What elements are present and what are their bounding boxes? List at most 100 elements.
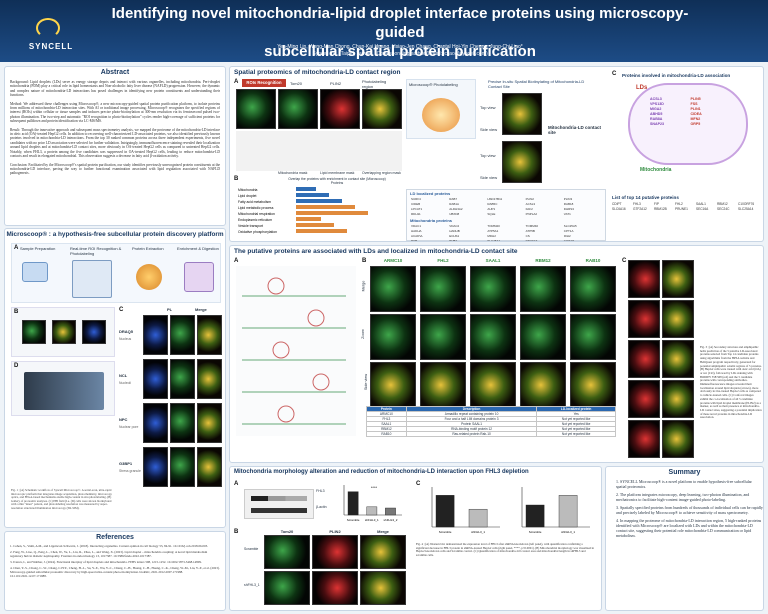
affiliation: Syncell Inc., Taipei, Taiwan. *Correspon… — [312, 51, 488, 57]
ld-bubble-label: LDs — [636, 85, 648, 91]
gallery-side-label: Stress granule — [119, 469, 141, 473]
roi-col-photolabel: Photolabeling region — [362, 79, 387, 89]
photolabel-title: Microscoop® Photolabeling — [409, 82, 458, 87]
mito-col-label: Merge — [377, 529, 389, 534]
go-term-bar — [296, 211, 368, 215]
protein-name: RBM12B — [654, 207, 667, 211]
gallery-side-label: Nuclear pore — [119, 425, 139, 429]
precise-diagram: Precise In-situ Spatial Biotinylating of… — [480, 79, 606, 187]
protein-name: RAB1A — [449, 202, 460, 206]
bar-category-label: shFHL3_1 — [561, 530, 575, 534]
view-top-2: Top view — [480, 153, 496, 158]
protein-name: AUP1 — [487, 207, 496, 211]
summary-item-2: 2. The platform integrates microscopy, d… — [616, 492, 750, 502]
protein-name: FSS — [690, 102, 698, 106]
protein-name: PLIN2 — [525, 197, 534, 201]
step-protein-extraction: Protein Extraction — [132, 246, 164, 251]
author-list: Yen-Ming Lin, Weng-Man Chong, Chun-Kai H… — [277, 44, 523, 50]
panel-c-gallery: C PL Merge DRAQ5 Nucleus NCL Nucleoli NPC Nuc… — [119, 307, 223, 507]
protein-name: RDH11 — [411, 212, 421, 216]
reference-2: 2. Fang, W., Liao, Q., Peng, L., Chen, W… — [10, 550, 208, 558]
ld-protein-grid: SURF4 RAB7 HSD17B11 PLIN2 PLIN3 CIDEB RAB1A RAB… — [411, 197, 601, 216]
sample-image-2 — [52, 320, 76, 344]
row-label: Side view — [364, 373, 369, 391]
step-roi-recognition: Real-time ROI Recognition & Photolabelin… — [70, 246, 122, 256]
mito-image — [360, 571, 406, 605]
gallery-image — [197, 315, 222, 355]
protein-name: SNAP23 — [650, 122, 664, 126]
protein-name: PLIN3 — [563, 197, 573, 201]
protein-name: MIGA2 — [650, 107, 662, 111]
mito-image — [312, 571, 358, 605]
merge-image — [628, 380, 660, 418]
bar-category-label: shFHL3_1 — [365, 518, 379, 522]
go-term-bar — [296, 193, 329, 197]
protein-name: PNPLA2 — [525, 212, 538, 216]
fig3-caption: Fig. 3 | (A) Secondary structure and amp… — [700, 345, 762, 420]
table-cell: Ras-related protein Rab-10 — [405, 431, 538, 437]
mask-strip — [236, 131, 402, 171]
title-line-2: subcellular spatial protein purification — [264, 43, 536, 60]
row-label: Zoom — [360, 329, 365, 339]
label-a: A — [14, 245, 19, 251]
label-b: B — [234, 529, 239, 535]
protein-name: ABHD5 — [650, 112, 663, 116]
mt-protein-grid: VDAC1 VDAC2 TOMM20 TOMM40 SLC25A5 HADHA HADHB A… — [411, 224, 601, 241]
label-c: C — [416, 481, 421, 487]
candidate-image — [370, 314, 416, 360]
ms-instrument-icon — [184, 262, 214, 292]
abstract-background: Background: Lipid droplets (LDs) serve a… — [10, 80, 220, 98]
mito-row-label: shFHL3_1 — [244, 583, 260, 587]
protein-name: MDH2 — [487, 234, 496, 238]
mito-image — [264, 571, 310, 605]
summary-panel: Summary 1. SYNCELL Microscoop® is a nove… — [605, 466, 764, 611]
mito-image — [360, 535, 406, 569]
references-heading: References — [96, 534, 134, 541]
title-line-1: Identifying novel mitochondria-lipid dro… — [111, 5, 689, 41]
table-cell: RAB10 — [366, 431, 407, 437]
topview-image-2 — [502, 141, 542, 183]
bar — [347, 491, 359, 516]
candidate-image — [520, 314, 566, 360]
gallery-image — [197, 447, 222, 487]
merge-image — [662, 260, 694, 298]
gallery-row-label: DRAQ5 — [119, 329, 134, 334]
summary-item-4: 4. In mapping the proteome of mitochondr… — [616, 518, 762, 538]
mito-row-label: Scramble — [244, 547, 259, 551]
go-term-bar — [296, 229, 347, 233]
candidate-image — [420, 362, 466, 408]
blot-label-actin: β-actin — [316, 505, 327, 509]
gallery-row-label: NPC — [119, 417, 128, 422]
candidate-image — [570, 266, 616, 312]
label-a: A — [234, 481, 239, 487]
protein-name: PLIN5 — [690, 97, 701, 101]
go-term-bar — [296, 217, 321, 221]
protein-name: ACSL3 — [525, 202, 536, 206]
protein-name: TOMM20 — [487, 224, 500, 228]
protein-name: HSD17B11 — [487, 197, 503, 201]
protein-name: ORP5 — [690, 122, 701, 126]
view-side-1: Side view — [480, 127, 498, 132]
bar-category-label: Scramble — [439, 530, 452, 534]
candidate-panel: C Proteins involved in mitochondria-LD a… — [612, 71, 760, 191]
roi-image-plin2 — [320, 89, 360, 129]
known-protein-list: ACSL3 PLIN5 VPS13D FSS MIGA2 PLIN1 ABHD5 CIDEA R… — [650, 97, 730, 126]
protein-name: PLIN1 — [690, 107, 701, 111]
platform-heading: Microscoop® : a hypothesis-free subcellu… — [6, 231, 224, 238]
candidate-image — [370, 362, 416, 408]
bar — [558, 495, 578, 528]
reference-4: 4. Chen, Y.-S., Chong, C.-W., Chang, C.H… — [10, 566, 220, 578]
precise-title: Precise In-situ Spatial Biotinylating of… — [488, 79, 585, 89]
mito-col-label: Tom20 — [280, 529, 294, 534]
protein-name: SAAL1 — [696, 202, 706, 206]
go-term-bar — [296, 187, 316, 191]
bar — [366, 506, 378, 516]
protein-name: CIDEB — [411, 202, 421, 206]
candidate-header: RAB10 — [585, 258, 601, 263]
row-label: Merge — [361, 280, 366, 292]
roi-image-merge — [236, 89, 276, 129]
poster-title: Identifying novel mitochondria-lipid dro… — [100, 4, 700, 61]
ld-bubble — [628, 83, 748, 165]
candidate-image — [520, 362, 566, 408]
candidate-columns: ARMC10 FHL2 SAAL1 RBM12 RAB10 Merge Zoom Side v… — [361, 258, 620, 438]
